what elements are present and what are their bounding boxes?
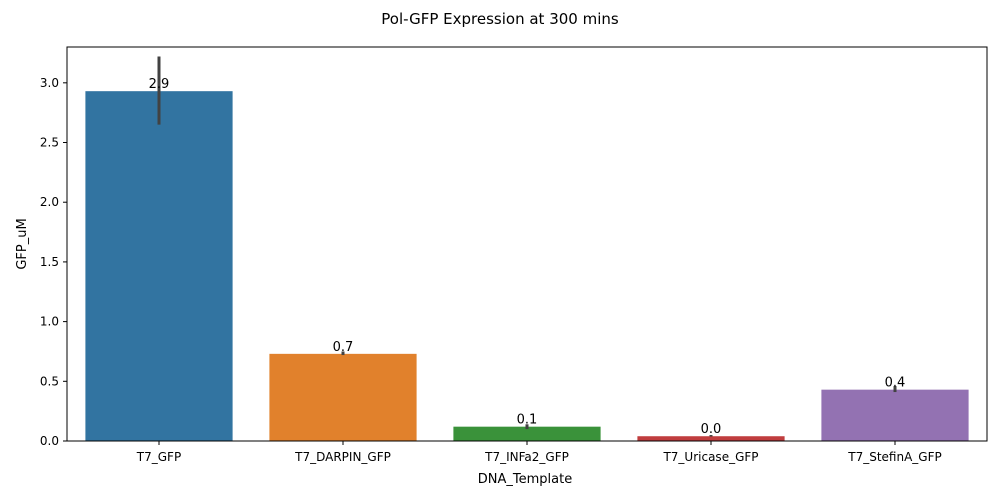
y-tick-label-5: 2.5 (40, 136, 59, 150)
x-tick-label-3: T7_Uricase_GFP (662, 450, 758, 464)
chart-title: Pol-GFP Expression at 300 mins (381, 10, 619, 28)
y-axis-label: GFP_uM (15, 218, 30, 269)
x-axis-label: DNA_Template (478, 472, 572, 487)
bar-4 (821, 389, 969, 441)
bar-3 (637, 436, 785, 441)
data-label-1: 0.7 (333, 340, 354, 355)
plot-frame (66, 46, 988, 442)
x-tick-label-1: T7_DARPIN_GFP (294, 450, 391, 464)
bar-2 (453, 426, 601, 441)
data-label-3: 0.0 (701, 422, 722, 437)
bar-0 (85, 91, 233, 442)
x-tick-label-2: T7_INFa2_GFP (484, 450, 569, 464)
y-tick-label-6: 3.0 (40, 76, 59, 90)
data-label-2: 0.1 (517, 413, 538, 428)
y-tick-label-1: 0.5 (40, 374, 59, 388)
y-tick-label-3: 1.5 (40, 255, 59, 269)
y-tick-label-4: 2.0 (40, 195, 59, 209)
x-tick-label-0: T7_GFP (136, 450, 181, 464)
data-label-0: 2.9 (149, 77, 170, 92)
y-tick-label-0: 0.0 (40, 434, 59, 448)
bar-1 (269, 353, 417, 441)
plot-area: 2.9 T7_GFP 0.7 T7_DARPIN_GFP 0.1 T7_INFa2_GFP… (40, 46, 988, 464)
y-tick-label-2: 1.0 (40, 315, 59, 329)
x-tick-label-4: T7_StefinA_GFP (847, 450, 941, 464)
data-label-4: 0.4 (885, 376, 906, 391)
